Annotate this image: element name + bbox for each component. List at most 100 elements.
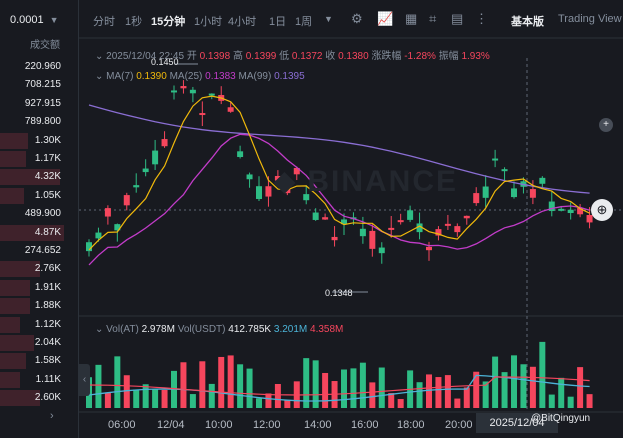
volume-value: 274.652: [24, 245, 61, 256]
price-precision-value: 0.0001: [10, 14, 44, 26]
volume-value: 4.32K: [34, 171, 61, 183]
volume-value: 708.215: [24, 79, 61, 91]
tab-15m[interactable]: 15分钟: [151, 16, 186, 28]
volume-bar: [454, 398, 461, 408]
candle-body: [454, 226, 461, 233]
collapse-icon[interactable]: ⌄: [95, 324, 104, 335]
volume-value: 1.05K: [34, 189, 61, 201]
volume-bar: [284, 399, 291, 408]
high-price-tag: 0.1450: [151, 57, 179, 67]
candle-body: [529, 189, 536, 198]
candle-body: [511, 188, 517, 198]
scroll-left-button[interactable]: ‹: [79, 364, 90, 396]
tab-basic[interactable]: 基本版: [511, 16, 544, 28]
volume-bar: [95, 364, 102, 408]
volume-row: 708.215: [0, 76, 78, 94]
vol-ma1-value: 3.201M: [273, 324, 308, 335]
expand-more-icon[interactable]: ›: [50, 410, 54, 422]
candlestick-chart: [79, 37, 623, 413]
tab-timeshare[interactable]: 分时: [93, 16, 115, 28]
volume-row: 1.30K: [0, 132, 78, 150]
volume-row: 4.32K: [0, 168, 78, 186]
volume-bar: [548, 394, 555, 408]
candle-body: [539, 177, 546, 184]
volume-bar: [161, 389, 168, 408]
tab-1h[interactable]: 1小时: [194, 16, 223, 28]
vol-usdt-value: 412.785K: [228, 324, 272, 335]
volume-row: 489.900: [0, 205, 78, 223]
low-value: 0.1372: [291, 51, 323, 62]
candle-body: [189, 89, 196, 94]
candle-body: [473, 193, 480, 204]
candle-body: [265, 186, 272, 197]
ma7-label: MA(7): [106, 71, 134, 82]
volume-bar: [416, 382, 423, 408]
volume-bar: [350, 368, 357, 408]
volume-value: 489.900: [24, 208, 61, 220]
indicator-icon[interactable]: 📈: [377, 11, 394, 26]
high-label: 高: [232, 51, 243, 62]
time-tick: 12/04: [157, 419, 185, 431]
candle-body: [567, 209, 574, 214]
layout-icon[interactable]: ▤: [451, 11, 464, 26]
candle-body: [171, 90, 177, 93]
volume-bar: [0, 279, 30, 296]
more-icon[interactable]: ⋮: [475, 11, 488, 26]
tab-1s[interactable]: 1秒: [125, 16, 143, 28]
settings-icon[interactable]: ⚙: [351, 11, 363, 26]
volume-bar: [0, 298, 30, 315]
volume-row: 1.05K: [0, 187, 78, 205]
chevron-down-icon[interactable]: ▼: [324, 14, 333, 24]
candle-body: [208, 93, 215, 96]
volume-bar: [359, 362, 366, 408]
volume-value: 4.87K: [34, 226, 61, 238]
tab-1w[interactable]: 1周: [295, 16, 313, 28]
tab-1d[interactable]: 1日: [269, 16, 287, 28]
volume-bar: [482, 381, 489, 408]
volume-bar: [123, 375, 130, 408]
add-alert-button[interactable]: ⊕: [591, 199, 613, 221]
camera-icon[interactable]: ⌗: [429, 11, 437, 26]
volume-row: 1.88K: [0, 297, 78, 315]
candle-body: [577, 207, 584, 215]
price-precision-select[interactable]: 0.0001 ▼: [10, 14, 59, 26]
volume-bar: [397, 399, 404, 408]
grid-icon[interactable]: ▦: [405, 11, 418, 26]
time-axis: 06:00 12/04 10:00 12:00 14:00 16:00 18:0…: [79, 415, 623, 438]
candle-body: [444, 223, 451, 226]
volume-row: 2.76K: [0, 260, 78, 278]
volume-value: 220.960: [24, 61, 61, 72]
volume-bar: [0, 371, 20, 388]
candle-body: [501, 169, 508, 172]
open-value: 0.1398: [199, 51, 231, 62]
collapse-icon[interactable]: ⌄: [95, 51, 104, 62]
close-value: 0.1380: [338, 51, 369, 62]
volume-row: 220.960: [0, 58, 78, 76]
volume-bar: [586, 394, 593, 408]
time-tick: 14:00: [304, 419, 332, 431]
volume-bar: [133, 389, 140, 408]
volume-bar: [0, 151, 26, 167]
volume-bar: [312, 360, 319, 408]
tab-tradingview[interactable]: Trading View: [558, 13, 622, 25]
volume-row: 274.652: [0, 242, 78, 260]
candle-body: [133, 185, 140, 188]
volume-bar: [0, 390, 40, 407]
collapse-icon[interactable]: ⌄: [95, 71, 104, 82]
volume-bar: [520, 364, 527, 408]
volume-bar: [189, 394, 196, 408]
volume-value: 2.04K: [34, 337, 61, 348]
candle-body: [435, 229, 442, 236]
chart-toolbar: 分时 1秒 15分钟 1小时 4小时 1日 1周 ▼ ⚙ 📈 ▦ ⌗ ▤ ⋮ 基…: [79, 0, 623, 38]
vol-ma2-value: 4.358M: [310, 324, 344, 335]
volume-bar: [567, 396, 574, 408]
author-watermark: @BitQingyun: [531, 413, 591, 424]
candle-body: [463, 215, 470, 219]
candle-body: [199, 113, 206, 116]
volume-row: 1.12K: [0, 316, 78, 334]
candle-body: [331, 236, 338, 241]
plus-icon[interactable]: +: [599, 118, 613, 132]
candle-body: [426, 246, 432, 251]
amplitude-value: 1.93%: [461, 51, 490, 62]
tab-4h[interactable]: 4小时: [228, 16, 257, 28]
